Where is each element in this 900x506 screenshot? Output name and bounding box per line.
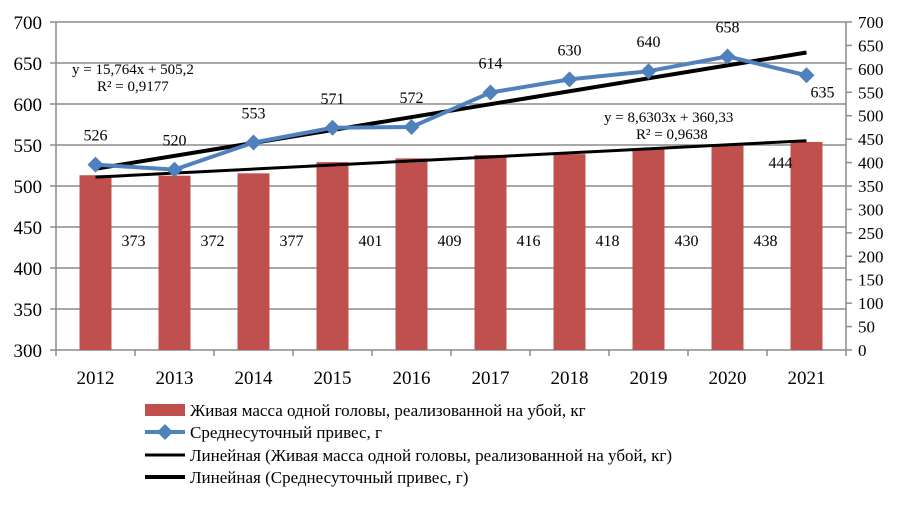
right-tick-label: 450 xyxy=(858,130,884,149)
right-tick-label: 50 xyxy=(858,318,875,337)
right-tick-label: 600 xyxy=(858,60,884,79)
right-tick-label: 650 xyxy=(858,36,884,55)
bar-data-label: 416 xyxy=(517,233,541,250)
x-tick-label: 2021 xyxy=(788,368,826,389)
line-data-label: 640 xyxy=(637,34,661,51)
line-data-label: 658 xyxy=(716,19,740,36)
left-tick-label: 300 xyxy=(14,341,43,362)
bar xyxy=(553,154,586,350)
line-data-label: 635 xyxy=(811,84,835,101)
line-marker xyxy=(482,84,499,101)
line-marker xyxy=(798,67,815,84)
trendline-bar-r2: R² = 0,9638 xyxy=(636,127,708,143)
line-marker xyxy=(87,156,104,173)
line-marker xyxy=(166,161,183,178)
left-tick-label: 500 xyxy=(14,177,43,198)
x-tick-label: 2018 xyxy=(551,368,589,389)
legend-label-line: Среднесуточный привес, г xyxy=(190,423,382,442)
right-tick-label: 0 xyxy=(858,341,867,360)
x-tick-label: 2020 xyxy=(709,368,747,389)
x-tick-label: 2015 xyxy=(314,368,352,389)
left-tick-label: 450 xyxy=(14,218,43,239)
bar xyxy=(632,148,665,350)
bar-data-label: 418 xyxy=(596,233,620,250)
bar-data-label: 444 xyxy=(769,155,793,172)
line-data-label: 520 xyxy=(163,133,187,150)
bar-data-label: 377 xyxy=(280,233,304,250)
legend-label-trend-line: Линейная (Среднесуточный привес, г) xyxy=(190,468,468,487)
left-tick-label: 600 xyxy=(14,95,43,116)
right-tick-label: 300 xyxy=(858,200,884,219)
line-marker xyxy=(640,63,657,80)
bar xyxy=(237,173,270,350)
bar-data-label: 409 xyxy=(438,233,462,250)
left-tick-label: 400 xyxy=(14,259,43,280)
legend-label-bar: Живая масса одной головы, реализованной … xyxy=(190,401,586,420)
line-marker xyxy=(719,48,736,65)
bar xyxy=(790,141,823,350)
right-tick-label: 150 xyxy=(858,271,884,290)
line-data-label: 572 xyxy=(400,90,424,107)
trendline-line-r2: R² = 0,9177 xyxy=(97,79,169,95)
right-tick-label: 400 xyxy=(858,154,884,173)
x-tick-label: 2012 xyxy=(77,368,115,389)
x-tick-label: 2016 xyxy=(393,368,431,389)
right-tick-label: 250 xyxy=(858,224,884,243)
trendline-line-equation: y = 15,764x + 505,2 xyxy=(72,62,194,78)
bar xyxy=(474,155,507,350)
line-data-label: 614 xyxy=(479,56,503,73)
left-tick-label: 700 xyxy=(14,13,43,34)
bar xyxy=(316,162,349,350)
line-data-label: 630 xyxy=(558,42,582,59)
line-data-label: 571 xyxy=(321,91,345,108)
right-tick-label: 700 xyxy=(858,13,884,32)
line-series xyxy=(95,54,807,172)
right-tick-label: 350 xyxy=(858,177,884,196)
line-marker xyxy=(245,134,262,151)
line-data-label: 553 xyxy=(242,106,266,123)
bar-data-label: 438 xyxy=(754,233,778,250)
line-marker xyxy=(561,71,578,88)
right-tick-label: 550 xyxy=(858,83,884,102)
bar-data-label: 401 xyxy=(359,233,383,250)
left-tick-label: 350 xyxy=(14,300,43,321)
line-data-label: 526 xyxy=(84,128,108,145)
left-tick-label: 650 xyxy=(14,54,43,75)
line-marker xyxy=(403,118,420,135)
legend-swatch-bar xyxy=(145,404,185,416)
line-marker xyxy=(324,119,341,136)
bar-data-label: 373 xyxy=(122,233,146,250)
bar-data-label: 372 xyxy=(201,233,225,250)
right-tick-label: 100 xyxy=(858,294,884,313)
right-tick-label: 500 xyxy=(858,107,884,126)
legend-label-trend-bar: Линейная (Живая масса одной головы, реал… xyxy=(190,446,672,465)
trendline-bar-equation: y = 8,6303x + 360,33 xyxy=(604,110,733,126)
bar xyxy=(395,158,428,350)
x-tick-label: 2013 xyxy=(156,368,194,389)
x-tick-label: 2017 xyxy=(472,368,510,389)
left-tick-label: 550 xyxy=(14,136,43,157)
bar-data-label: 430 xyxy=(675,233,699,250)
right-tick-label: 200 xyxy=(858,247,884,266)
bar xyxy=(158,175,191,350)
bar xyxy=(79,175,112,350)
x-tick-label: 2014 xyxy=(235,368,274,389)
legend-marker-line xyxy=(157,424,173,440)
bar xyxy=(711,144,744,350)
x-tick-label: 2019 xyxy=(630,368,668,389)
trendline-bar xyxy=(95,139,807,179)
